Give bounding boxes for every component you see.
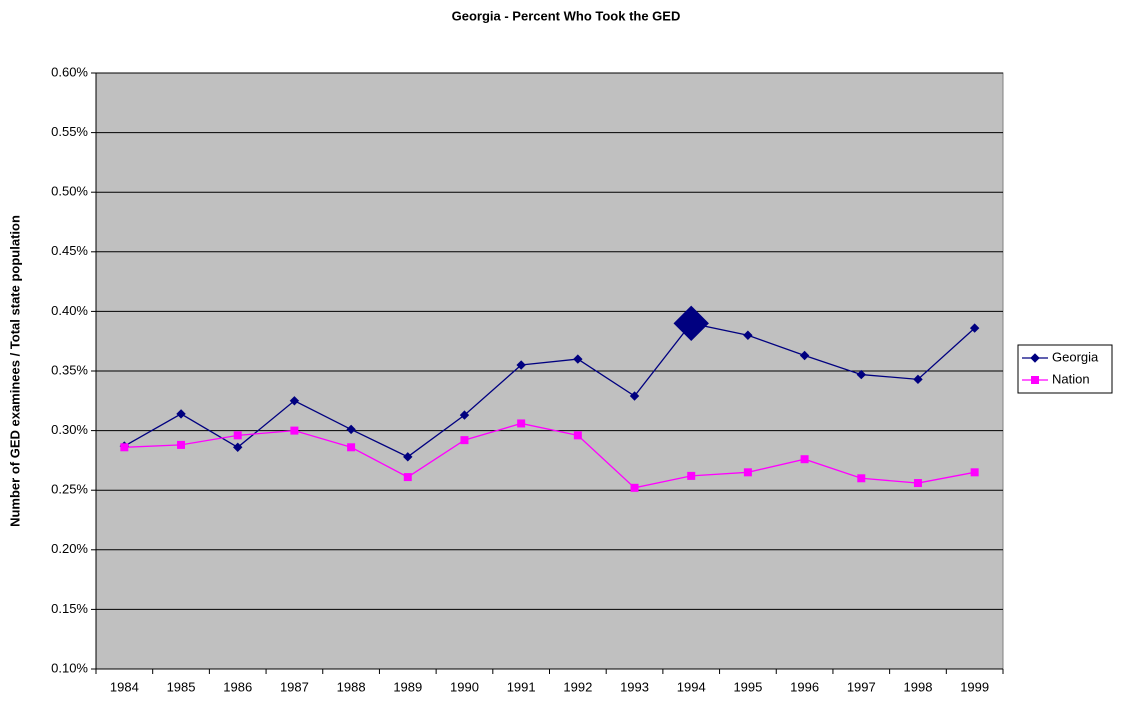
- marker: [176, 409, 186, 419]
- y-tick-label: 0.60%: [51, 64, 88, 79]
- x-tick-label: 1995: [733, 679, 762, 694]
- marker: [630, 483, 639, 492]
- y-tick-label: 0.20%: [51, 541, 88, 556]
- marker: [120, 443, 129, 452]
- marker: [573, 431, 582, 440]
- x-tick-label: 1992: [563, 679, 592, 694]
- y-tick-label: 0.35%: [51, 362, 88, 377]
- marker: [673, 305, 709, 342]
- x-tick-label: 1986: [223, 679, 252, 694]
- marker: [743, 468, 752, 477]
- marker: [970, 468, 979, 477]
- marker: [799, 350, 810, 361]
- x-tick-label: 1994: [677, 679, 706, 694]
- x-tick-label: 1999: [960, 679, 989, 694]
- y-tick-label: 0.10%: [51, 660, 88, 675]
- x-tick-label: 1987: [280, 679, 309, 694]
- marker: [346, 424, 356, 435]
- x-tick-label: 1996: [790, 679, 819, 694]
- x-tick-label: 1988: [337, 679, 366, 694]
- marker: [516, 360, 526, 370]
- marker: [347, 443, 356, 452]
- marker: [1030, 353, 1040, 363]
- marker: [857, 474, 866, 483]
- marker: [177, 440, 186, 449]
- marker: [800, 455, 809, 464]
- x-tick-label: 1985: [167, 679, 196, 694]
- y-tick-label: 0.45%: [51, 243, 88, 258]
- marker: [233, 431, 242, 440]
- y-tick-label: 0.30%: [51, 422, 88, 437]
- y-tick-label: 0.15%: [51, 601, 88, 616]
- chart-title: Georgia - Percent Who Took the GED: [452, 8, 681, 23]
- x-tick-label: 1991: [507, 679, 536, 694]
- y-tick-label: 0.55%: [51, 124, 88, 139]
- series-line: [124, 322, 976, 458]
- marker: [460, 436, 469, 445]
- marker: [913, 374, 923, 385]
- marker: [629, 391, 640, 401]
- marker: [403, 473, 412, 482]
- marker: [969, 323, 980, 333]
- marker: [290, 426, 299, 435]
- x-tick-label: 1990: [450, 679, 479, 694]
- marker: [743, 330, 753, 340]
- marker: [573, 354, 583, 364]
- legend-box: [1017, 344, 1113, 394]
- series-line: [124, 422, 975, 489]
- y-tick-label: 0.50%: [51, 184, 88, 199]
- marker: [1031, 376, 1039, 384]
- x-tick-label: 1997: [847, 679, 876, 694]
- x-tick-label: 1989: [393, 679, 422, 694]
- marker: [233, 442, 243, 452]
- marker: [856, 369, 866, 380]
- marker: [289, 396, 300, 406]
- marker: [517, 419, 526, 428]
- legend-label: Nation: [1052, 371, 1090, 386]
- x-tick-label: 1998: [904, 679, 933, 694]
- y-tick-label: 0.40%: [51, 303, 88, 318]
- marker: [403, 452, 413, 462]
- legend-label: Georgia: [1052, 349, 1099, 364]
- x-tick-label: 1993: [620, 679, 649, 694]
- x-tick-label: 1984: [110, 679, 139, 694]
- marker: [459, 410, 470, 420]
- marker: [687, 471, 696, 480]
- marker: [913, 479, 922, 488]
- y-tick-label: 0.25%: [51, 482, 88, 497]
- y-axis-label: Number of GED examinees / Total state po…: [7, 215, 22, 527]
